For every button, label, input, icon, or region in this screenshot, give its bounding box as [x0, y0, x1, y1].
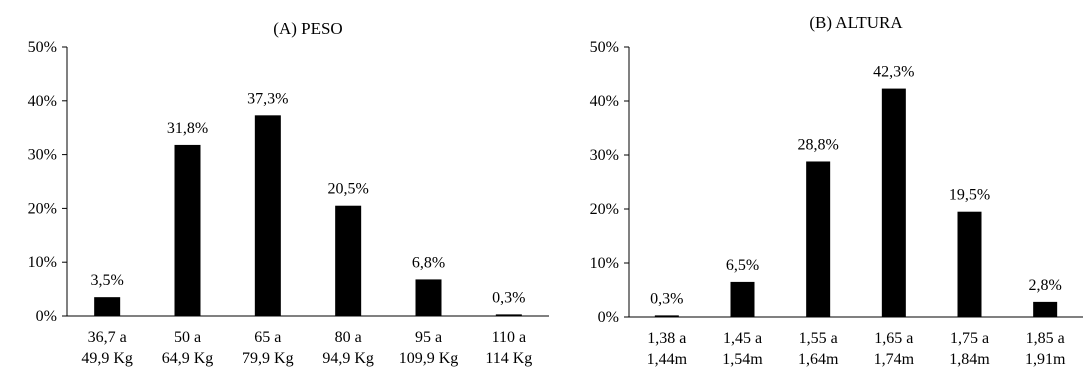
data-label: 0,3%	[650, 290, 683, 307]
y-tick-label: 10%	[590, 255, 619, 272]
data-label: 6,5%	[726, 257, 759, 274]
y-tick-label: 50%	[590, 39, 619, 56]
bar	[415, 279, 442, 316]
x-tick-label: 50 a	[174, 329, 201, 346]
data-label: 42,3%	[873, 64, 914, 81]
x-tick-label: 109,9 Kg	[399, 350, 459, 367]
x-tick-label: 1,64m	[798, 351, 839, 368]
data-label: 37,3%	[247, 90, 288, 107]
x-tick-label: 1,44m	[647, 351, 688, 368]
x-tick-label: 79,9 Kg	[242, 350, 294, 367]
x-tick-label: 1,91m	[1025, 351, 1066, 368]
data-label: 3,5%	[91, 272, 124, 289]
data-label: 2,8%	[1029, 277, 1062, 294]
x-tick-label: 36,7 a	[88, 329, 127, 346]
chart-title: (B) ALTURA	[809, 13, 903, 32]
bar	[806, 161, 831, 317]
x-tick-label: 80 a	[335, 329, 362, 346]
x-tick-label: 65 a	[254, 329, 281, 346]
y-tick-label: 10%	[28, 254, 57, 271]
bar	[254, 115, 281, 317]
bar	[174, 144, 201, 316]
y-tick-label: 40%	[28, 93, 57, 110]
x-tick-label: 1,38 a	[647, 330, 686, 347]
data-label: 0,3%	[492, 289, 525, 306]
y-tick-label: 20%	[590, 201, 619, 218]
y-tick-label: 20%	[28, 200, 57, 217]
x-tick-label: 95 a	[415, 329, 442, 346]
y-tick-label: 0%	[598, 309, 619, 326]
x-tick-label: 49,9 Kg	[81, 350, 133, 367]
x-tick-label: 1,55 a	[799, 330, 838, 347]
data-label: 31,8%	[167, 120, 208, 137]
x-tick-label: 1,54m	[722, 351, 763, 368]
bar	[654, 315, 679, 317]
data-label: 28,8%	[798, 136, 839, 153]
bar	[881, 88, 906, 317]
x-tick-label: 1,65 a	[874, 330, 913, 347]
bar	[957, 211, 982, 317]
y-tick-label: 50%	[28, 39, 57, 56]
x-tick-label: 114 Kg	[485, 350, 532, 367]
data-label: 20,5%	[328, 181, 369, 198]
x-tick-label: 1,85 a	[1026, 330, 1065, 347]
x-tick-label: 94,9 Kg	[322, 350, 374, 367]
bar	[335, 205, 362, 316]
data-label: 19,5%	[949, 187, 990, 204]
x-tick-label: 1,45 a	[723, 330, 762, 347]
data-label: 6,8%	[412, 254, 445, 271]
x-tick-label: 1,84m	[949, 351, 990, 368]
chart-title: (A) PESO	[273, 19, 342, 38]
x-tick-label: 64,9 Kg	[162, 350, 214, 367]
bar	[1033, 301, 1058, 317]
y-tick-label: 30%	[28, 147, 57, 164]
y-tick-label: 30%	[590, 147, 619, 164]
chart-panel-1: (B) ALTURA 0% 10% 20% 30% 40% 50% 0,3% 1,38 a 1,4…	[590, 13, 1083, 368]
bar	[495, 314, 522, 316]
chart-panel-0: (A) PESO 0% 10% 20% 30% 40% 50% 3,5% 36,7 a 49,9 …	[28, 19, 549, 367]
x-tick-label: 1,74m	[874, 351, 915, 368]
bar	[94, 297, 121, 316]
bar	[730, 281, 755, 317]
y-tick-label: 0%	[36, 308, 57, 325]
x-tick-label: 110 a	[492, 329, 527, 346]
y-tick-label: 40%	[590, 93, 619, 110]
x-tick-label: 1,75 a	[950, 330, 989, 347]
